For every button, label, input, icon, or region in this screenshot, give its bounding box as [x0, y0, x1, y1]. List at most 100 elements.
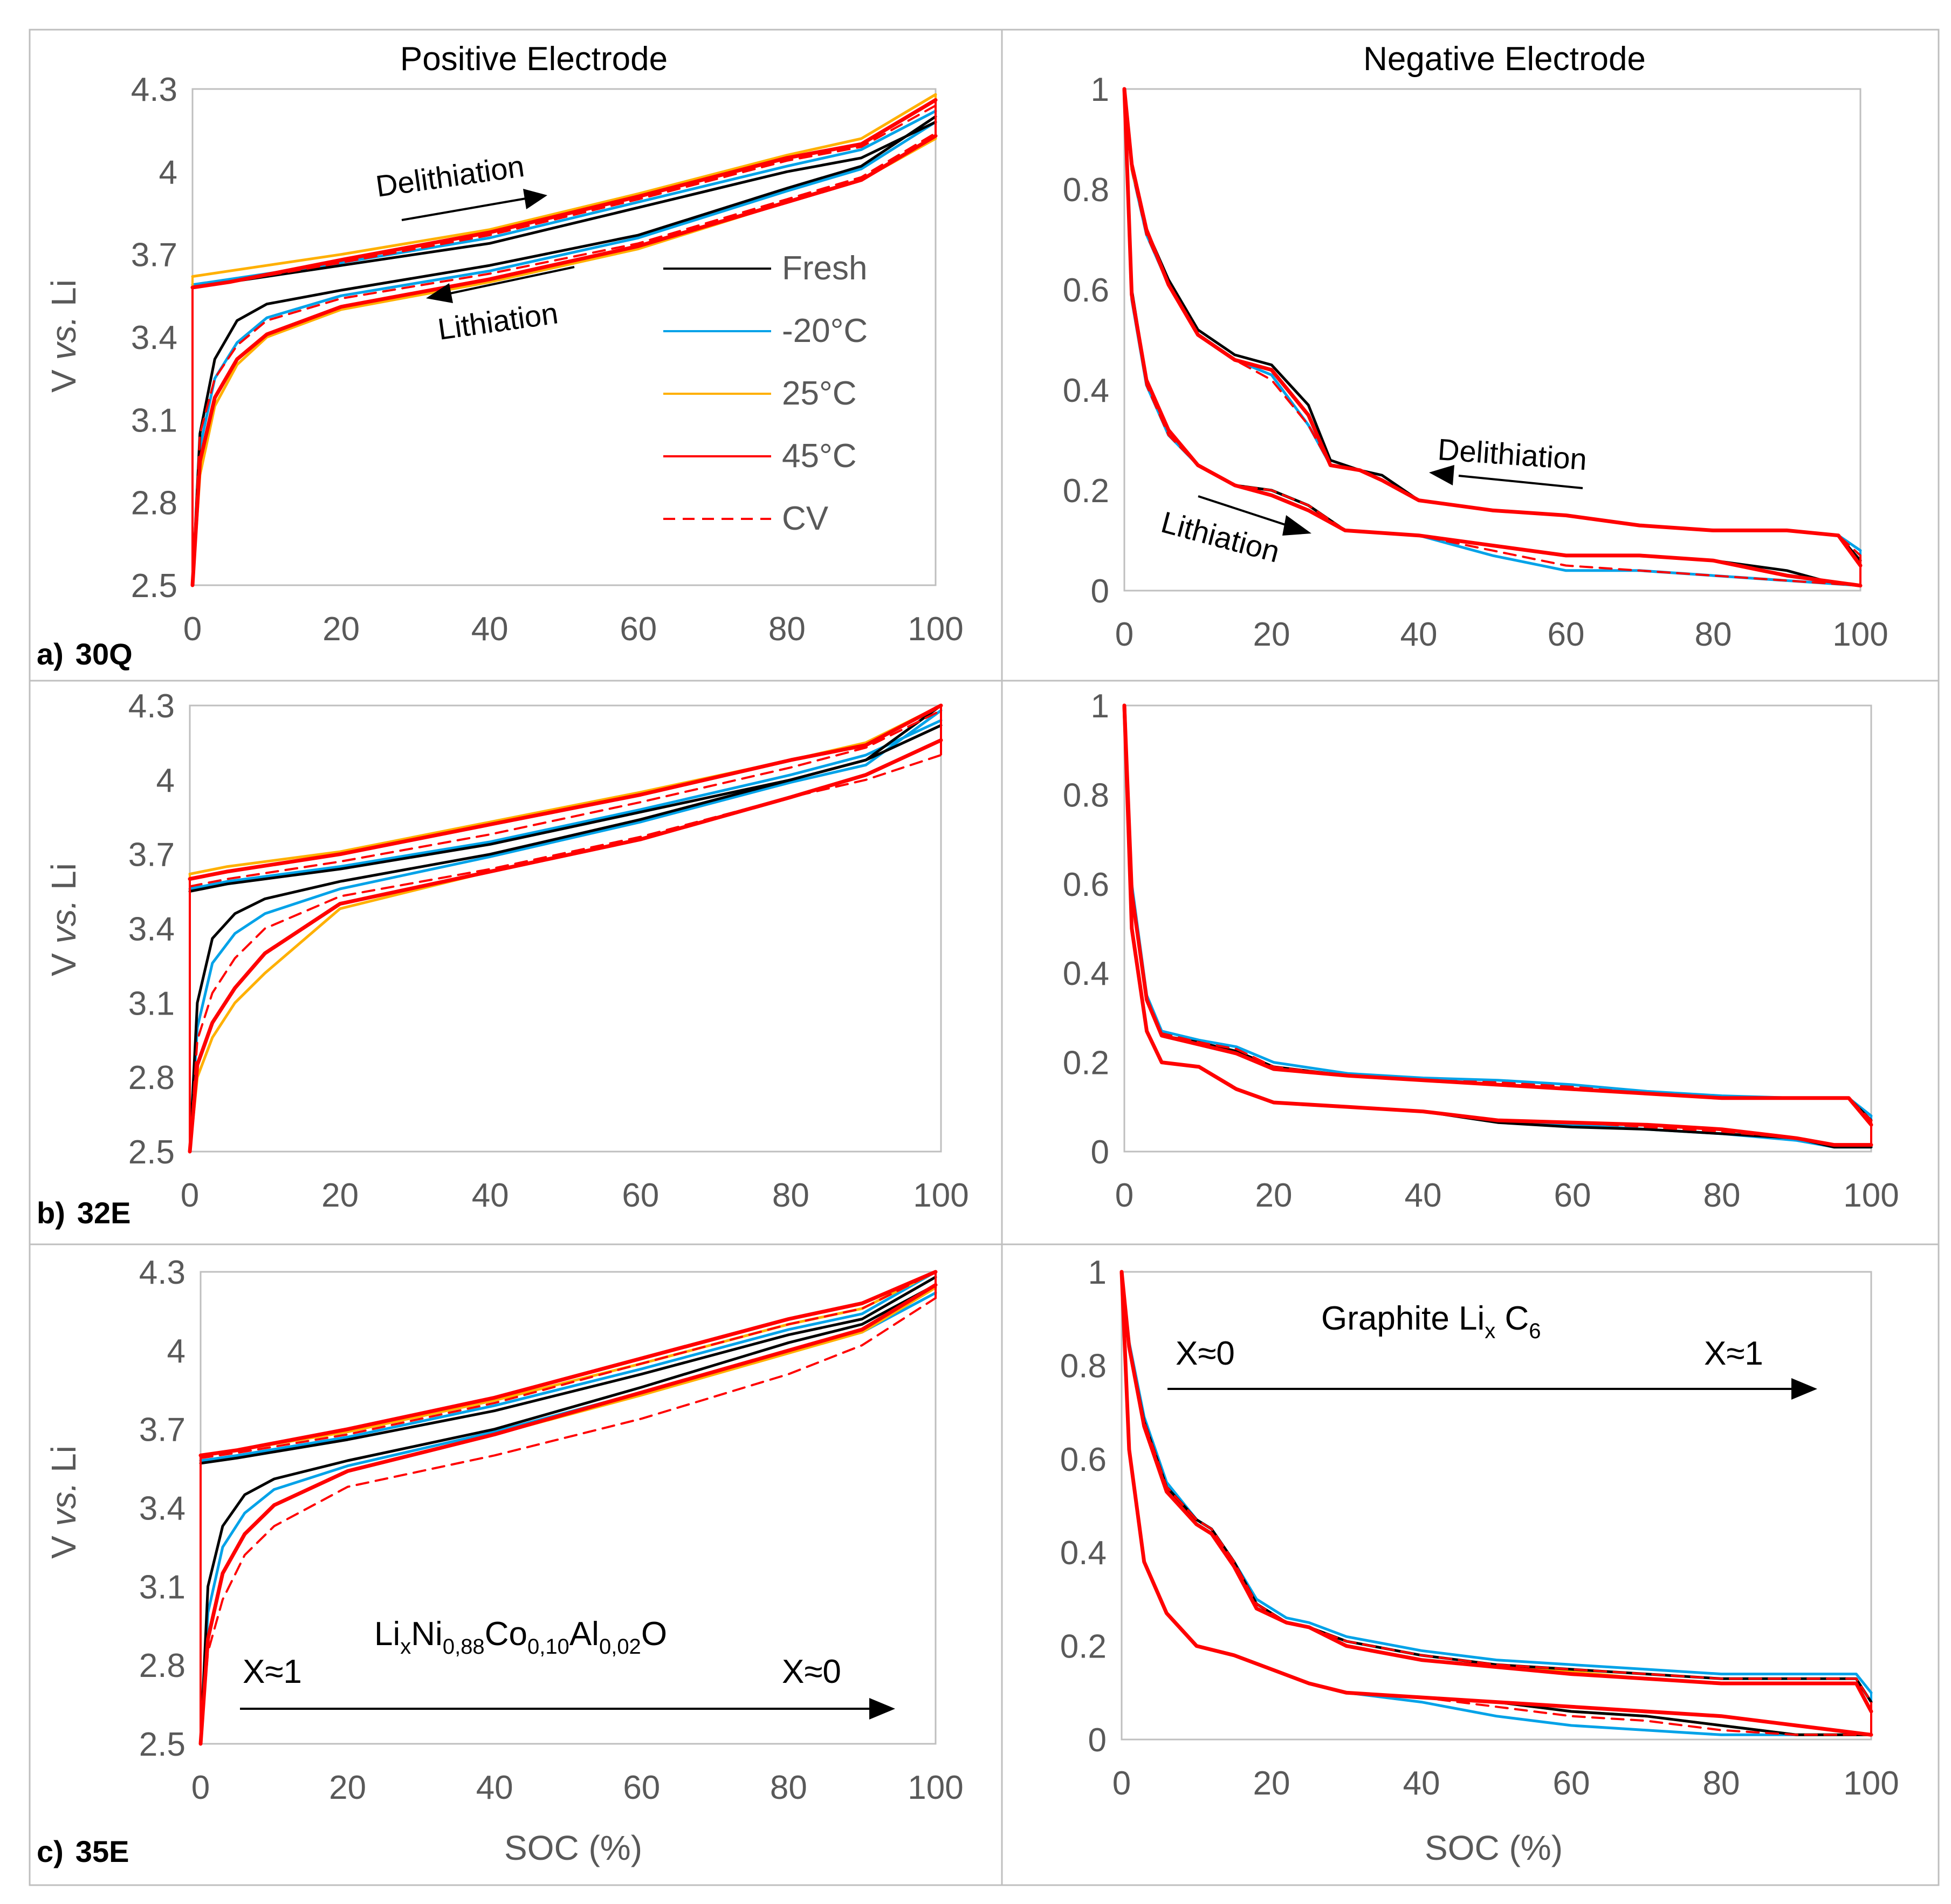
x-tick-label: 60	[620, 611, 657, 648]
x-tick-label: 100	[908, 611, 963, 648]
panel-c-positive: 2.5 2.8 3.1 3.4 3.7 4 4.3 0 20 40 60 80 100	[139, 1254, 964, 1806]
ylabel-a: V vs. Li	[44, 279, 83, 393]
panel-c-negative: 0 0.2 0.4 0.6 0.8 1 0 20 40 60 80 100	[1060, 1254, 1899, 1802]
series-Fresh-charge	[199, 1276, 937, 1465]
y-tick-label: 2.5	[131, 567, 177, 605]
y-tick-label: 0.8	[1060, 1347, 1107, 1385]
y-tick-label: 0.2	[1060, 1628, 1107, 1666]
series-CV-charge	[189, 709, 942, 888]
y-tick-label: 3.7	[131, 237, 177, 274]
delith-pos-arrowhead-icon	[523, 189, 547, 209]
x-tick-label: 80	[772, 1177, 809, 1214]
series-CV-charge	[200, 1271, 937, 1460]
annotation-nca: LixNi0,88Co0,10Al0,02O X≈1 X≈0	[240, 1615, 895, 1720]
series-25C-charge	[191, 93, 937, 278]
y-tick-label: 3.7	[139, 1412, 186, 1449]
y-tick-label: 0	[1091, 573, 1109, 610]
x-tick-label: 20	[1253, 616, 1290, 653]
y-tick-label: 0.8	[1063, 172, 1109, 209]
x-tick-label: 100	[913, 1177, 968, 1214]
series-45C-lower	[1122, 703, 1873, 1147]
x-tick-label: 100	[1843, 1765, 1899, 1802]
legend: Fresh -20°C 25°C 45°C CV	[663, 250, 868, 537]
series-45C-discharge	[198, 1283, 938, 1746]
ylabel-c: V vs. Li	[44, 1446, 83, 1559]
graphite-x-left: X≈0	[1176, 1335, 1235, 1372]
legend-label-45: 45°C	[782, 437, 857, 475]
series-CV-discharge	[189, 754, 942, 1153]
x-tick-label: 100	[1843, 1177, 1899, 1214]
series-20C-discharge	[191, 120, 937, 587]
y-tick-label: 2.5	[128, 1134, 175, 1171]
row-label-a: a) 30Q	[37, 637, 133, 671]
x-tick-label: 0	[181, 1177, 199, 1214]
graphite-arrowhead-icon	[1791, 1378, 1817, 1400]
legend-item-cv: CV	[663, 500, 829, 537]
nca-arrowhead-icon	[869, 1698, 895, 1720]
legend-item-fresh: Fresh	[663, 250, 867, 287]
x-tick-label: 60	[622, 1177, 659, 1214]
y-tick-label: 0.6	[1060, 1441, 1107, 1478]
series-45C-discharge	[188, 738, 943, 1154]
x-tick-label: 40	[476, 1769, 513, 1806]
plot-area-frame	[1121, 1271, 1872, 1741]
x-tick-label: 0	[191, 1769, 210, 1806]
xlabel-positive: SOC (%)	[504, 1828, 642, 1867]
row-label-c: c) 35E	[37, 1834, 129, 1868]
legend-label-fresh: Fresh	[782, 250, 867, 287]
y-tick-label: 3.4	[128, 911, 175, 948]
legend-item-minus20: -20°C	[663, 312, 868, 350]
x-tick-label: 0	[1115, 616, 1133, 653]
y-tick-label: 4	[159, 154, 177, 191]
y-tick-label: 0.6	[1063, 866, 1109, 903]
x-tick-label: 20	[322, 611, 360, 648]
series-20C-charge	[188, 719, 943, 891]
nca-formula: LixNi0,88Co0,10Al0,02O	[374, 1615, 667, 1659]
delith-neg-arrow-icon	[1458, 475, 1583, 489]
y-tick-label: 3.7	[128, 837, 175, 874]
series-45C-charge	[188, 703, 943, 881]
series-20C-charge	[199, 1270, 937, 1462]
panel-a-positive: 2.5 2.8 3.1 3.4 3.7 4 4.3 0 20 40 60 80 100	[131, 71, 964, 648]
y-tick-label: 0.4	[1063, 955, 1109, 992]
panel-a-negative: 0 0.2 0.4 0.6 0.8 1 0 20 40 60 80 100	[1063, 71, 1888, 653]
x-tick-label: 40	[472, 1177, 509, 1214]
x-tick-label: 100	[908, 1769, 963, 1806]
x-tick-label: 20	[329, 1769, 366, 1806]
lith-pos-arrowhead-icon	[426, 283, 453, 303]
y-tick-label: 1	[1091, 688, 1109, 725]
x-tick-label: 40	[471, 611, 509, 648]
x-tick-label: 80	[768, 611, 806, 648]
x-tick-label: 60	[1548, 616, 1585, 653]
series-CV-charge	[191, 104, 937, 289]
series-CV-discharge	[200, 1297, 937, 1745]
y-tick-label: 1	[1091, 71, 1109, 108]
y-tick-label: 3.1	[128, 985, 175, 1022]
series-Fresh-discharge	[199, 1283, 937, 1745]
series-45C-charge	[190, 98, 938, 290]
col-title-negative: Negative Electrode	[1363, 40, 1646, 78]
y-tick-label: 2.8	[128, 1059, 175, 1097]
series-Fresh-discharge	[188, 704, 943, 1153]
y-tick-label: 0	[1091, 1134, 1109, 1171]
legend-item-45: 45°C	[663, 437, 857, 475]
y-tick-label: 0.4	[1063, 372, 1109, 409]
series-45C-upper	[1122, 703, 1873, 1127]
y-tick-label: 0.2	[1063, 472, 1109, 510]
figure-frame	[29, 29, 1940, 1886]
x-tick-label: 80	[1703, 1765, 1740, 1802]
annotation-graphite: Graphite Lix C6 X≈0 X≈1	[1167, 1300, 1817, 1400]
x-tick-label: 80	[1703, 1177, 1741, 1214]
xlabel-negative: SOC (%)	[1425, 1828, 1563, 1867]
x-tick-label: 20	[321, 1177, 359, 1214]
graphite-x-right: X≈1	[1704, 1335, 1763, 1372]
y-tick-label: 4.3	[131, 71, 177, 108]
y-tick-label: 0.8	[1063, 777, 1109, 814]
x-tick-label: 0	[183, 611, 202, 648]
y-tick-label: 0.4	[1060, 1535, 1107, 1572]
lith-neg-arrow-icon	[1198, 495, 1289, 527]
nca-x-right: X≈0	[782, 1653, 841, 1690]
series-CV-lower	[1123, 88, 1861, 587]
y-tick-label: 0.2	[1063, 1045, 1109, 1082]
series-45C-upper	[1119, 1270, 1873, 1714]
